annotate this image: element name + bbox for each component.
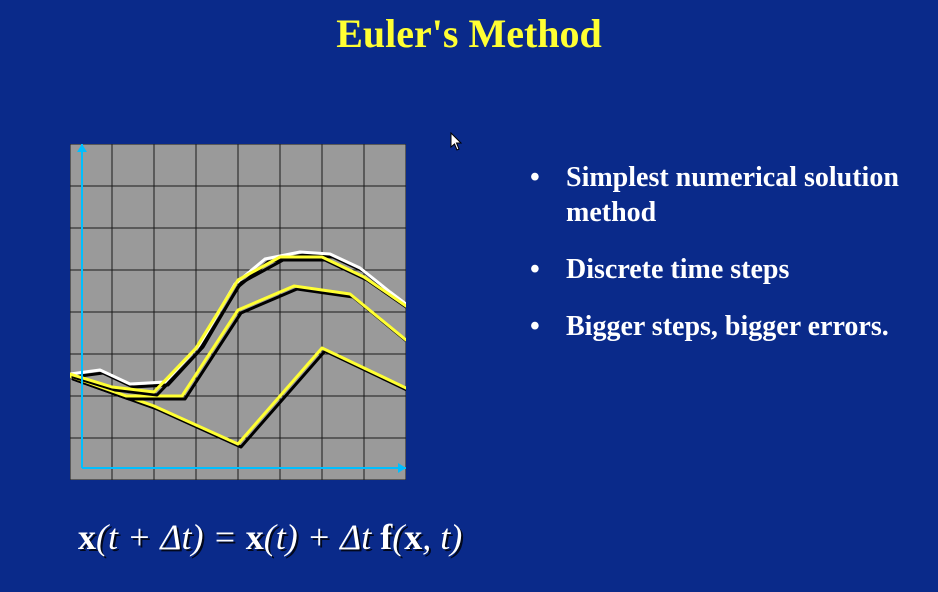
- sym-t: t: [361, 517, 380, 557]
- bullet-item: Bigger steps, bigger errors.: [530, 309, 930, 344]
- sym-eq: =: [203, 517, 245, 557]
- sym-x: x: [404, 517, 422, 557]
- bullet-item: Simplest numerical solution method: [530, 160, 930, 230]
- sym-plus: +: [298, 517, 340, 557]
- bullet-item: Discrete time steps: [530, 252, 930, 287]
- sym-t: t: [276, 517, 286, 557]
- sym-t: t: [181, 517, 191, 557]
- sym-f: f: [380, 517, 392, 557]
- slide-title: Euler's Method: [0, 10, 938, 57]
- sym-delta: Δ: [160, 517, 181, 557]
- sym-x: x: [246, 517, 264, 557]
- sym-paren: ): [191, 517, 203, 557]
- sym-x: x: [78, 517, 96, 557]
- slide: Euler's Method Simplest numerical soluti…: [0, 0, 938, 592]
- sym-t: t: [431, 517, 450, 557]
- sym-delta: Δ: [340, 517, 361, 557]
- chart-svg: [70, 144, 406, 480]
- euler-chart: [70, 144, 406, 480]
- sym-plus: +: [118, 517, 160, 557]
- sym-paren: ): [286, 517, 298, 557]
- sym-paren: (: [392, 517, 404, 557]
- bullet-list: Simplest numerical solution method Discr…: [530, 160, 930, 366]
- cursor-icon: [450, 132, 464, 152]
- sym-comma: ,: [422, 517, 431, 557]
- sym-paren: (: [96, 517, 108, 557]
- sym-t: t: [108, 517, 118, 557]
- sym-paren: (: [264, 517, 276, 557]
- euler-formula: x(t + Δt) = x(t) + Δt f(x, t): [78, 516, 462, 558]
- sym-paren: ): [450, 517, 462, 557]
